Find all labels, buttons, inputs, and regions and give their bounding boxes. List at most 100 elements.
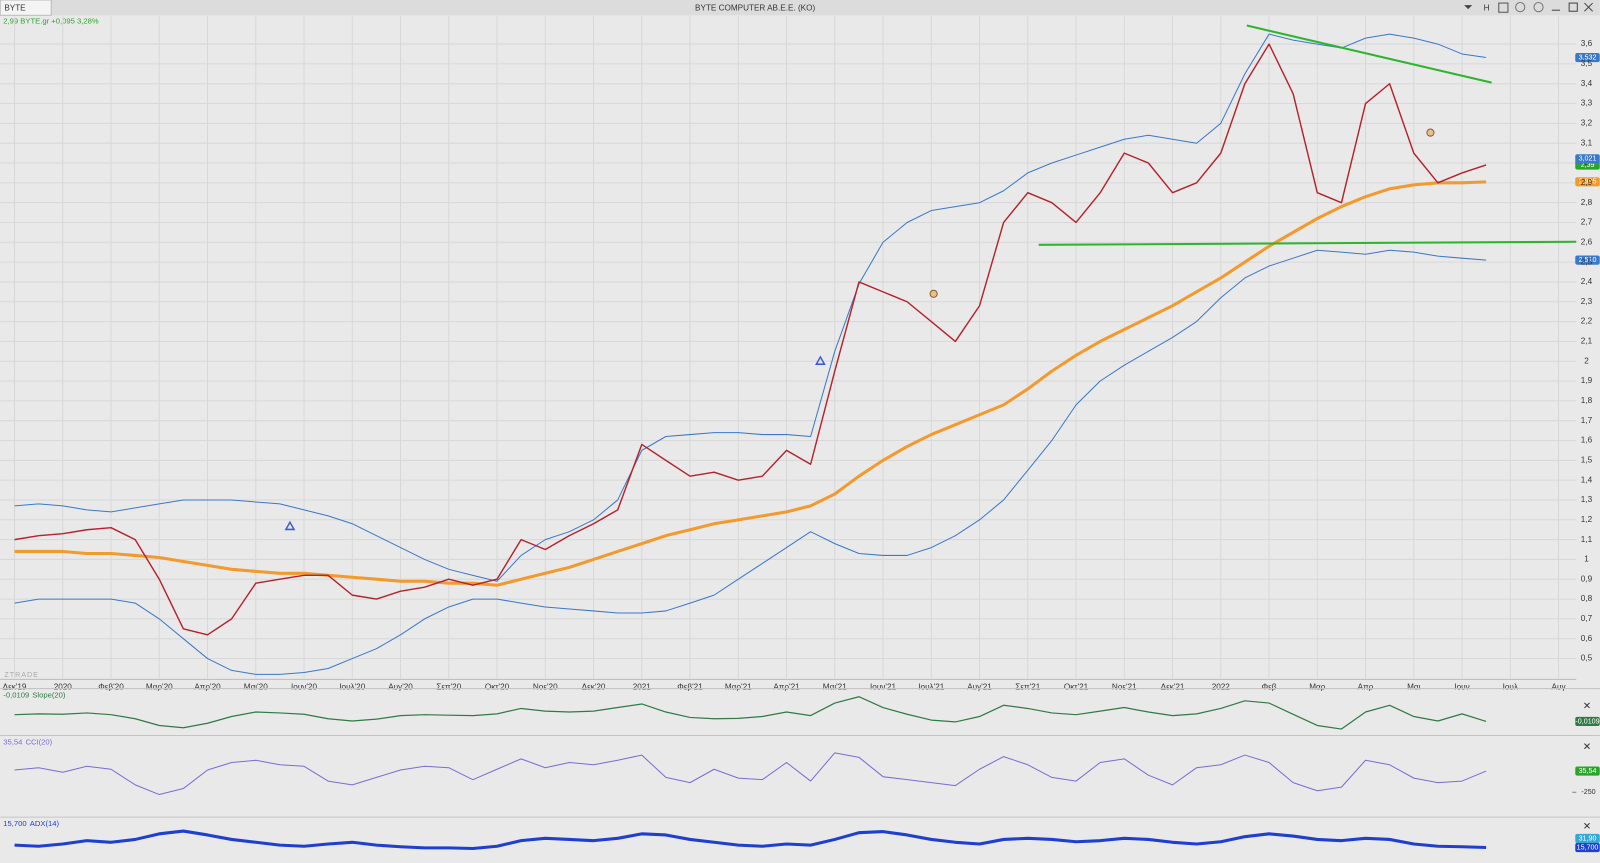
signal-icon [815,355,826,365]
panel-close[interactable] [1584,822,1590,829]
x-tick-label: Απρ [1358,683,1374,692]
x-tick-label: Αυγ [1552,683,1567,692]
y-tick-label: 0,8 [1581,594,1593,603]
series-line [14,249,1487,675]
y-tick-label: 1,2 [1581,515,1593,524]
lock-button[interactable] [1533,2,1544,13]
x-tick-label: Ιουλ [1503,683,1518,692]
last-value-box [1575,255,1600,265]
y-tick-label: 1,6 [1581,436,1593,445]
x-tick-label: Αυγ'20 [388,683,413,692]
x-tick-label: Αυγ'21 [967,683,992,692]
y-tick-label: 3,3 [1581,99,1593,108]
x-tick-label: Φεβ'21 [677,683,703,692]
indicator-name: Slope(20) [32,691,66,700]
x-tick-label: Μαρ [1309,683,1326,692]
layout-button[interactable] [1498,2,1509,13]
x-tick-label: Μαι'21 [823,683,847,692]
dropdown-button[interactable] [1464,5,1473,10]
y-tick-label: 3,6 [1581,39,1593,48]
panel-close[interactable] [1584,702,1590,709]
x-tick-label: Μαι [1407,683,1421,692]
y-tick-label: 1,7 [1581,416,1593,425]
y-tick-label: 3,5 [1581,59,1593,68]
x-tick-label: Σεπ'21 [1015,683,1040,692]
y-tick-label: 2 [1584,356,1589,365]
x-tick-label: Απρ'20 [194,683,221,692]
signal-icon [284,520,296,531]
plot-area: 3,532 2,510 2,905 2,99 [14,33,1600,675]
x-tick-label: 2021 [633,683,652,692]
last-value-label: 15,700 [1577,843,1599,851]
window-title: BYTE COMPUTER AB.E.E. (KO) [695,3,815,12]
series-line [14,43,1487,636]
y-tick-label: 2,1 [1581,337,1593,346]
last-value-box [1575,766,1600,776]
series-line [14,33,1487,582]
x-tick-label: Μαι'20 [244,683,268,692]
last-value-label: -0,0109 [1575,717,1599,725]
x-tick-label: Οκτ'21 [1064,683,1089,692]
y-tick-label: 1,3 [1581,495,1593,504]
marker-label: 3,021 [1579,155,1597,163]
x-tick-label: Δεκ'20 [582,683,606,692]
marker-box [1575,154,1600,164]
x-tick-label: Απρ'21 [773,683,800,692]
close-button[interactable] [1584,2,1593,12]
y-tick-label: 1,8 [1581,396,1593,405]
y-tick-label: 0,9 [1581,574,1593,583]
x-tick-label: Μαρ'21 [725,683,752,692]
y-tick-label: 0,5 [1581,654,1593,663]
resistance-line [1246,24,1492,84]
h-button[interactable]: H [1484,3,1490,12]
y-tick-label: 2,7 [1581,218,1593,227]
series-line [14,696,1487,730]
y-tick-label: 3,2 [1581,119,1593,128]
y-tick-label: 2,3 [1581,297,1593,306]
y-tick-label: 1,1 [1581,535,1593,544]
last-value-label: 35,54 [1579,767,1597,775]
x-tick-label: Ιουν'21 [870,683,896,692]
y-tick-label: 3,4 [1581,79,1593,88]
last-value-label: 3,532 [1579,53,1597,61]
symbol-tab-label: BYTE [4,3,26,12]
link-button[interactable] [1515,2,1526,13]
y-tick-label: 1,5 [1581,455,1593,464]
x-tick-label: Οκτ'20 [485,683,510,692]
series-line [14,752,1487,796]
y-tick-label: 2,8 [1581,198,1593,207]
title-bar [0,0,1600,16]
last-value-box [1575,716,1600,726]
last-value-label: 2,510 [1579,256,1597,264]
event-icon [929,289,938,298]
marker-label: 31,90 [1579,834,1597,842]
x-tick-label: Μαρ'20 [146,683,173,692]
indicator-value: 35,54 [3,738,23,747]
panel-close[interactable] [1584,743,1590,750]
x-tick-label: Ιουλ'21 [918,683,944,692]
x-tick-label: Νοε'21 [1112,683,1137,692]
y-tick-label: 2,4 [1581,277,1593,286]
y-tick-label: 2,2 [1581,317,1593,326]
series-line [14,180,1487,587]
last-value-box [1575,842,1600,853]
watermark: ZTRADE [4,671,39,679]
panel-title: 35,54 CCI(20) [3,738,52,747]
indicator-value: 15,700 [3,819,26,828]
marker-box [1575,833,1600,844]
y-tick-label: -250 [1581,788,1595,796]
x-tick-label: Νοε'20 [533,683,558,692]
x-tick-label: 2022 [1212,683,1231,692]
last-value-label: 2,99 [1581,161,1595,169]
symbol-tab[interactable] [0,0,52,16]
indicator-name: ADX(14) [30,819,60,828]
maximize-button[interactable] [1568,2,1578,12]
y-tick-label: 2,6 [1581,237,1593,246]
y-tick-label: 1 [1584,555,1589,564]
last-value-label: 2,905 [1579,178,1597,186]
y-tick-label: 2,9 [1581,178,1593,187]
quote-line: 2,99 BYTE.gr +0,095 3,28% [3,16,99,25]
y-tick-label: 1,4 [1581,475,1593,484]
